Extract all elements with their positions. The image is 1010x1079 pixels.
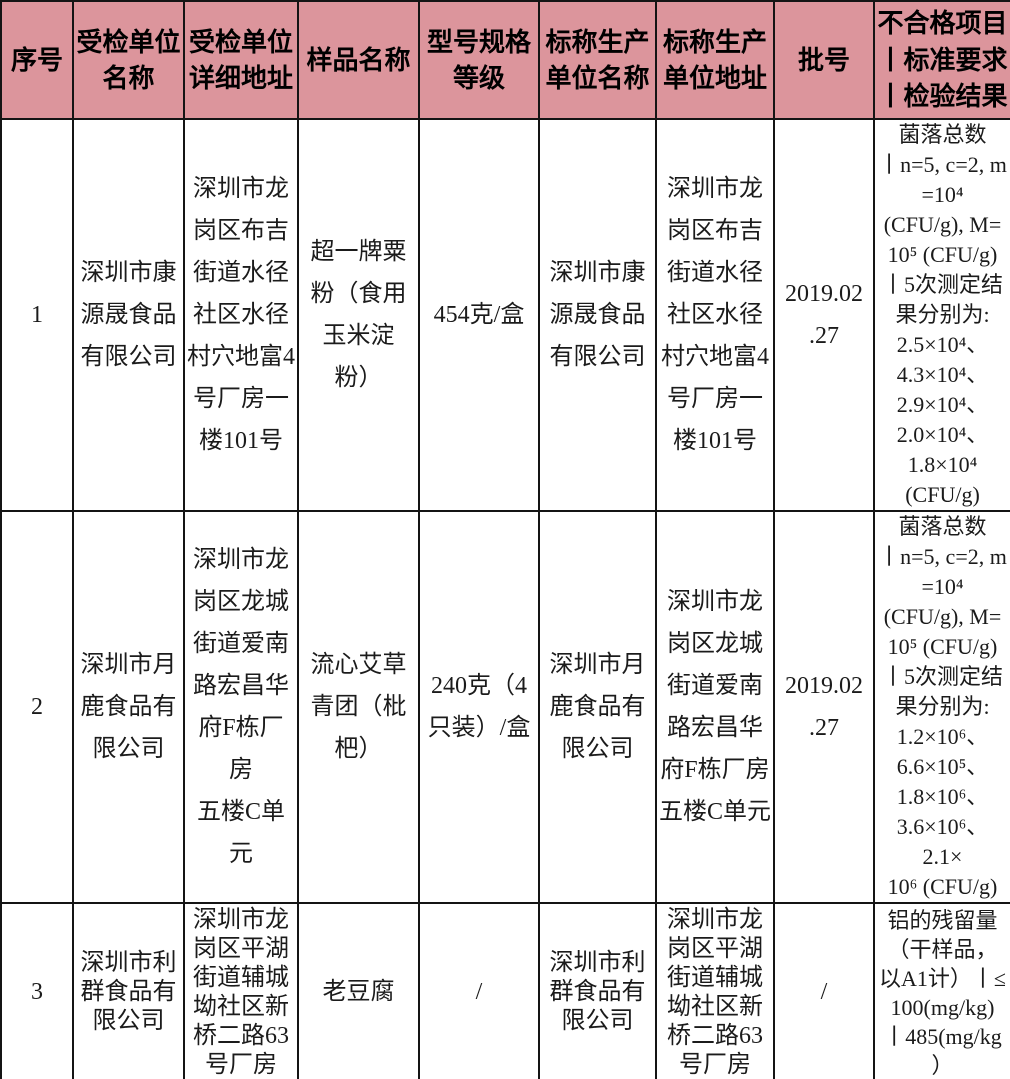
cell-index: 2 [0, 510, 74, 904]
cell-batch-no: / [773, 902, 875, 1079]
cell-spec-grade: 454克/盒 [418, 118, 540, 512]
cell-producer-name: 深圳市利 群食品有 限公司 [538, 902, 657, 1079]
cell-nonconforming-result: 菌落总数 丨n=5, c=2, m =10⁴ (CFU/g), M= 10⁵ (… [873, 510, 1010, 904]
table-row: 3 深圳市利 群食品有 限公司 深圳市龙 岗区平湖 街道辅城 坳社区新 桥二路6… [0, 902, 1010, 1079]
header-cell-producer-address: 标称生产 单位地址 [655, 0, 775, 120]
cell-unit-name: 深圳市康 源晟食品 有限公司 [72, 118, 185, 512]
cell-sample-name: 老豆腐 [297, 902, 420, 1079]
cell-unit-name: 深圳市月 鹿食品有 限公司 [72, 510, 185, 904]
cell-producer-address: 深圳市龙 岗区平湖 街道辅城 坳社区新 桥二路63 号厂房 [655, 902, 775, 1079]
cell-batch-no: 2019.02 .27 [773, 118, 875, 512]
cell-batch-no: 2019.02 .27 [773, 510, 875, 904]
cell-unit-address: 深圳市龙 岗区龙城 街道爱南 路宏昌华 府F栋厂房 五楼C单元 [183, 510, 299, 904]
cell-producer-address: 深圳市龙 岗区龙城 街道爱南 路宏昌华 府F栋厂房 五楼C单元 [655, 510, 775, 904]
table-row: 1 深圳市康 源晟食品 有限公司 深圳市龙 岗区布吉 街道水径 社区水径 村穴地… [0, 118, 1010, 512]
cell-sample-name: 超一牌粟 粉（食用 玉米淀 粉） [297, 118, 420, 512]
cell-producer-name: 深圳市月 鹿食品有 限公司 [538, 510, 657, 904]
cell-nonconforming-result: 菌落总数 丨n=5, c=2, m =10⁴ (CFU/g), M= 10⁵ (… [873, 118, 1010, 512]
cell-unit-address: 深圳市龙 岗区布吉 街道水径 社区水径 村穴地富4 号厂房一 楼101号 [183, 118, 299, 512]
header-cell-index: 序号 [0, 0, 74, 120]
cell-producer-name: 深圳市康 源晟食品 有限公司 [538, 118, 657, 512]
cell-unit-address: 深圳市龙 岗区平湖 街道辅城 坳社区新 桥二路63 号厂房 [183, 902, 299, 1079]
header-cell-unit-name: 受检单位 名称 [72, 0, 185, 120]
header-cell-spec-grade: 型号规格 等级 [418, 0, 540, 120]
table-row: 2 深圳市月 鹿食品有 限公司 深圳市龙 岗区龙城 街道爱南 路宏昌华 府F栋厂… [0, 510, 1010, 904]
cell-producer-address: 深圳市龙 岗区布吉 街道水径 社区水径 村穴地富4 号厂房一 楼101号 [655, 118, 775, 512]
cell-index: 1 [0, 118, 74, 512]
cell-nonconforming-result: 铝的残留量 （干样品， 以A1计）丨≤ 100(mg/kg) 丨485(mg/k… [873, 902, 1010, 1079]
cell-spec-grade: / [418, 902, 540, 1079]
cell-sample-name: 流心艾草 青团（枇 杷） [297, 510, 420, 904]
header-cell-nonconforming-result: 不合格项目 丨标准要求 丨检验结果 [873, 0, 1010, 120]
header-cell-sample-name: 样品名称 [297, 0, 420, 120]
header-cell-producer-name: 标称生产 单位名称 [538, 0, 657, 120]
table-header-row: 序号 受检单位 名称 受检单位 详细地址 样品名称 型号规格 等级 标称生产 单… [0, 0, 1010, 120]
cell-index: 3 [0, 902, 74, 1079]
cell-unit-name: 深圳市利 群食品有 限公司 [72, 902, 185, 1079]
header-cell-unit-address: 受检单位 详细地址 [183, 0, 299, 120]
header-cell-batch-no: 批号 [773, 0, 875, 120]
cell-spec-grade: 240克（4 只装）/盒 [418, 510, 540, 904]
